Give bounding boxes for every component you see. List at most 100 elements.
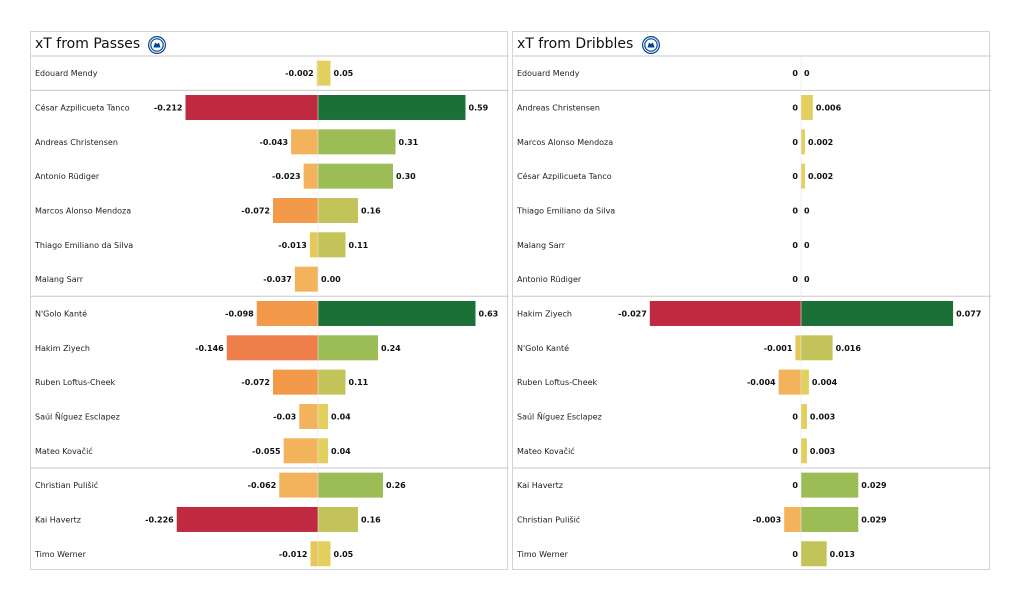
negative-bar — [784, 506, 801, 532]
positive-bar — [318, 163, 393, 189]
positive-value-label: 0 — [804, 275, 810, 284]
positive-value-label: 0.24 — [381, 344, 401, 353]
negative-value-label: -0.023 — [272, 172, 301, 181]
positive-bar — [801, 300, 954, 326]
positive-value-label: 0.16 — [361, 206, 381, 215]
player-name: Ruben Loftus-Cheek — [35, 378, 116, 387]
positive-value-label: 0.26 — [386, 481, 406, 490]
negative-value-label: -0.003 — [753, 515, 782, 524]
player-name: Edouard Mendy — [35, 69, 98, 78]
negative-value-label: -0.146 — [195, 344, 224, 353]
positive-value-label: 0.002 — [808, 138, 833, 147]
player-name: Malang Sarr — [517, 241, 566, 250]
player-name: Antonio Rüdiger — [517, 275, 582, 284]
player-name: Saúl Ñíguez Esclapez — [517, 411, 602, 421]
negative-value-label: -0.001 — [764, 344, 793, 353]
positive-value-label: 0.11 — [349, 241, 369, 250]
positive-value-label: 0.029 — [861, 481, 887, 490]
negative-value-label: 0 — [792, 69, 798, 78]
player-name: N'Golo Kanté — [517, 343, 569, 353]
positive-value-label: 0.05 — [334, 550, 354, 559]
negative-bar — [185, 94, 318, 120]
positive-bar — [318, 438, 328, 464]
player-name: Marcos Alonso Mendoza — [517, 138, 613, 147]
negative-value-label: -0.012 — [279, 550, 308, 559]
positive-value-label: 0.31 — [399, 138, 419, 147]
passes-panel: xT from Passes Edouard Mendy -0.002 0.05 Cé… — [30, 31, 509, 571]
negative-bar — [291, 129, 318, 155]
negative-value-label: -0.212 — [154, 103, 183, 112]
positive-bar — [801, 163, 805, 189]
positive-bar — [801, 369, 809, 395]
player-name: Marcos Alonso Mendoza — [35, 206, 131, 215]
negative-bar — [316, 60, 318, 86]
positive-bar — [318, 94, 466, 120]
negative-value-label: 0 — [792, 275, 798, 284]
negative-value-label: 0 — [792, 412, 798, 421]
negative-value-label: -0.037 — [263, 275, 292, 284]
negative-bar — [283, 438, 318, 464]
player-name: Kai Havertz — [35, 515, 81, 524]
negative-bar — [309, 232, 318, 258]
positive-value-label: 0.002 — [808, 172, 833, 181]
negative-value-label: -0.226 — [145, 515, 174, 524]
negative-value-label: -0.062 — [248, 481, 277, 490]
positive-value-label: 0.003 — [810, 447, 835, 456]
dribbles-chart-title: xT from Dribbles — [517, 36, 634, 52]
negative-value-label: -0.027 — [618, 309, 647, 318]
negative-value-label: -0.004 — [747, 378, 776, 387]
player-name: Timo Werner — [34, 550, 87, 559]
negative-value-label: 0 — [792, 103, 798, 112]
player-name: N'Golo Kanté — [35, 308, 87, 318]
positive-value-label: 0.077 — [956, 309, 981, 318]
positive-value-label: 0 — [804, 241, 810, 250]
positive-bar — [318, 472, 383, 498]
positive-value-label: 0 — [804, 206, 810, 215]
negative-value-label: 0 — [792, 550, 798, 559]
positive-value-label: 0 — [804, 69, 810, 78]
positive-value-label: 0.04 — [331, 412, 351, 421]
player-name: Thiago Emiliano da Silva — [34, 241, 133, 250]
positive-bar — [318, 300, 476, 326]
player-name: Christian Pulišić — [517, 514, 580, 524]
positive-value-label: 0.003 — [810, 412, 835, 421]
player-name: Christian Pulišić — [35, 480, 98, 490]
negative-value-label: 0 — [792, 172, 798, 181]
negative-value-label: -0.072 — [241, 378, 270, 387]
player-name: Thiago Emiliano da Silva — [516, 206, 615, 215]
negative-bar — [303, 163, 318, 189]
player-name: Kai Havertz — [517, 481, 563, 490]
negative-bar — [294, 266, 318, 292]
negative-value-label: 0 — [792, 206, 798, 215]
negative-bar — [778, 369, 801, 395]
player-name: Andreas Christensen — [517, 103, 600, 112]
player-name: Andreas Christensen — [35, 138, 118, 147]
player-name: César Azpilicueta Tanco — [35, 102, 130, 112]
negative-bar — [279, 472, 318, 498]
negative-value-label: 0 — [792, 447, 798, 456]
positive-bar — [318, 506, 358, 532]
negative-bar — [226, 335, 318, 361]
passes-bar-chart: Edouard Mendy -0.002 0.05 César Azpilicueta… — [31, 55, 509, 571]
passes-chart-title: xT from Passes — [35, 36, 141, 52]
positive-bar — [801, 438, 807, 464]
positive-bar — [801, 94, 813, 120]
positive-bar — [801, 472, 859, 498]
positive-value-label: 0.016 — [836, 344, 862, 353]
positive-bar — [318, 197, 358, 223]
player-name: Timo Werner — [516, 550, 569, 559]
negative-value-label: 0 — [792, 241, 798, 250]
positive-value-label: 0.30 — [396, 172, 416, 181]
player-name: Hakim Ziyech — [35, 344, 90, 353]
positive-value-label: 0.004 — [812, 378, 838, 387]
negative-value-label: -0.013 — [278, 241, 307, 250]
chelsea-crest-icon — [147, 35, 167, 55]
negative-value-label: -0.055 — [252, 447, 281, 456]
player-name: Edouard Mendy — [517, 69, 580, 78]
positive-value-label: 0.59 — [469, 103, 489, 112]
negative-bar — [795, 335, 801, 361]
positive-bar — [801, 506, 859, 532]
negative-value-label: -0.072 — [241, 206, 270, 215]
negative-value-label: 0 — [792, 481, 798, 490]
